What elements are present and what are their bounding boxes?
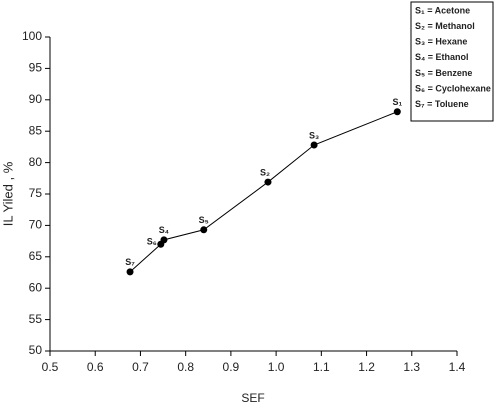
y-tick-label: 60 bbox=[29, 280, 43, 294]
legend-entry: S₂ = Methanol bbox=[415, 21, 475, 31]
x-tick-label: 1.3 bbox=[403, 360, 420, 374]
data-point bbox=[264, 178, 272, 186]
point-label: S₂ bbox=[260, 167, 270, 177]
point-label: S₇ bbox=[125, 257, 135, 267]
y-tick-label: 50 bbox=[29, 343, 43, 357]
point-label: S₅ bbox=[199, 215, 209, 225]
x-axis-label: SEF bbox=[241, 391, 264, 405]
x-tick-label: 0.6 bbox=[87, 360, 104, 374]
legend-entry: S₇ = Toluene bbox=[415, 99, 469, 109]
x-tick-label: 1.0 bbox=[268, 360, 285, 374]
legend-entry: S₁ = Acetone bbox=[415, 5, 470, 15]
data-point bbox=[126, 268, 134, 276]
y-tick-label: 100 bbox=[22, 29, 42, 43]
legend-entry: S₅ = Benzene bbox=[415, 68, 472, 78]
point-label: S₆ bbox=[147, 237, 157, 247]
y-tick-label: 65 bbox=[29, 249, 43, 263]
x-tick-label: 0.5 bbox=[42, 360, 59, 374]
x-tick-label: 0.7 bbox=[132, 360, 149, 374]
point-label: S₁ bbox=[392, 97, 402, 107]
x-tick-label: 1.4 bbox=[449, 360, 466, 374]
point-label: S₄ bbox=[159, 225, 169, 235]
x-tick-label: 1.1 bbox=[313, 360, 330, 374]
legend-entry: S₆ = Cyclohexane bbox=[415, 83, 491, 93]
y-tick-label: 75 bbox=[29, 186, 43, 200]
legend-box bbox=[410, 1, 494, 122]
y-tick-label: 55 bbox=[29, 312, 43, 326]
y-tick-label: 85 bbox=[29, 123, 43, 137]
legend-entry: S₄ = Ethanol bbox=[415, 52, 469, 62]
data-point bbox=[160, 236, 168, 244]
y-tick-label: 80 bbox=[29, 155, 43, 169]
x-tick-label: 0.8 bbox=[177, 360, 194, 374]
y-tick-label: 70 bbox=[29, 218, 43, 232]
data-point bbox=[393, 108, 401, 116]
x-tick-label: 1.2 bbox=[358, 360, 375, 374]
data-point bbox=[200, 226, 208, 234]
legend-entry: S₃ = Hexane bbox=[415, 37, 467, 47]
series-line bbox=[129, 111, 398, 273]
data-point bbox=[310, 141, 318, 149]
point-label: S₃ bbox=[309, 130, 319, 140]
y-axis-label: IL Yiled , % bbox=[0, 161, 15, 226]
x-tick-label: 0.9 bbox=[223, 360, 240, 374]
y-tick-label: 95 bbox=[29, 61, 43, 75]
y-tick-label: 90 bbox=[29, 92, 43, 106]
